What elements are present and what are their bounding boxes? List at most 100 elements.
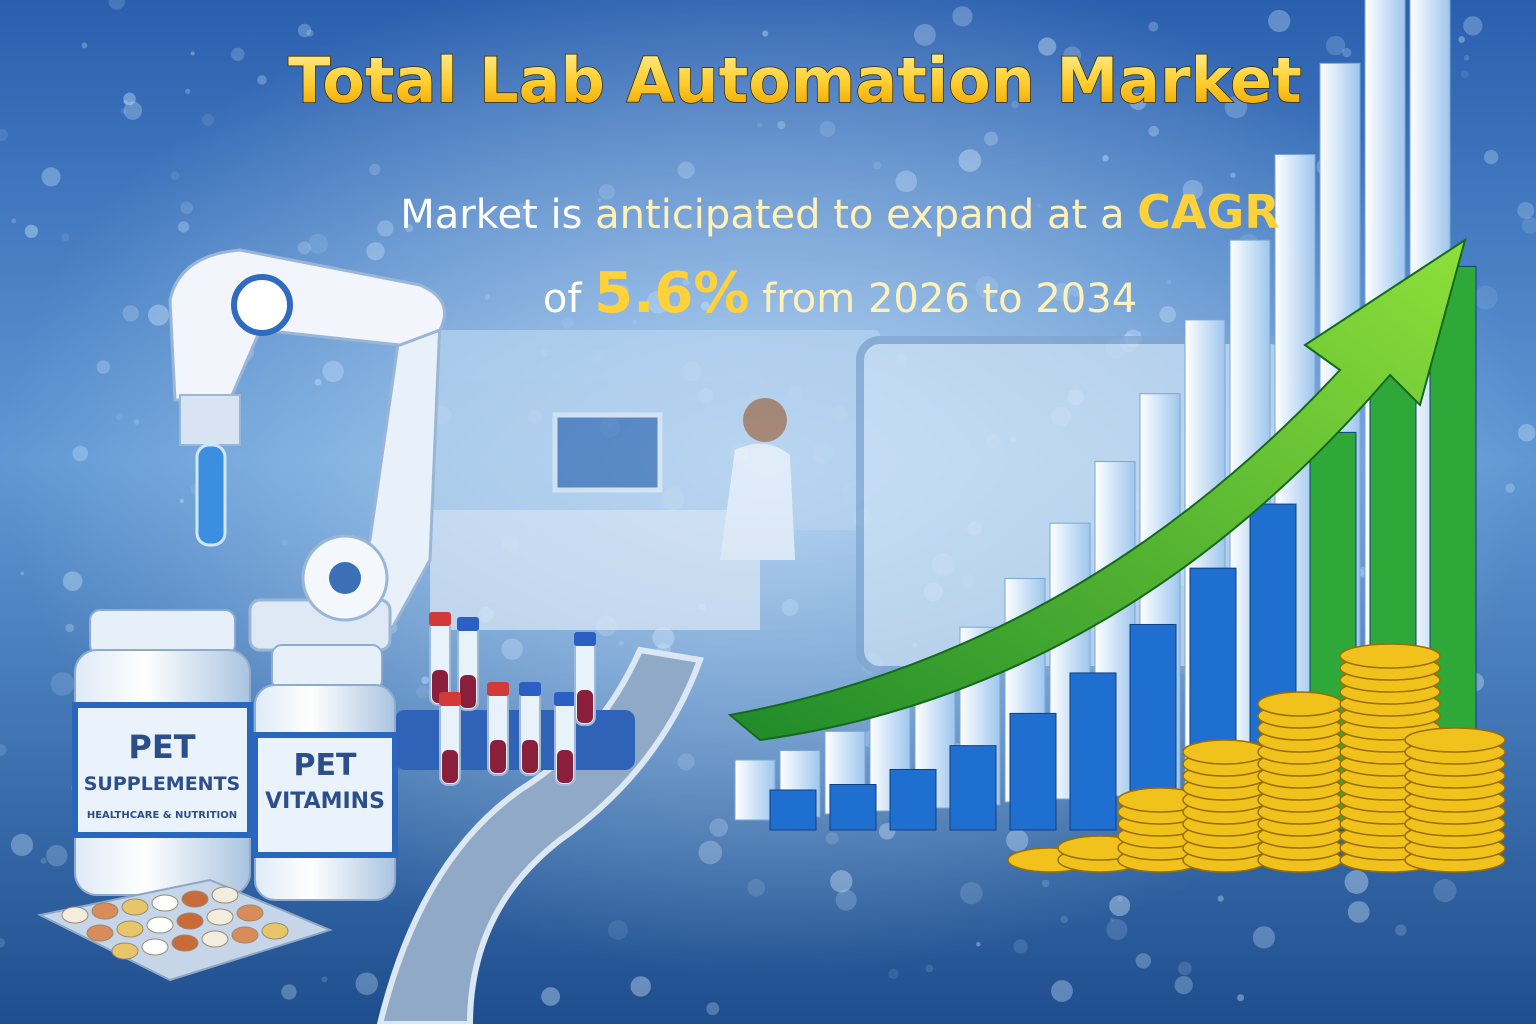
bokeh-dot: [873, 161, 882, 170]
robot-joint: [231, 274, 293, 336]
subtitle-part: of: [543, 276, 582, 322]
bokeh-dot: [1473, 285, 1498, 310]
bokeh-dot: [960, 881, 983, 905]
bokeh-dot: [835, 889, 857, 911]
bokeh-dot: [598, 184, 615, 200]
bokeh-dot: [81, 42, 88, 49]
bokeh-dot: [1458, 36, 1465, 43]
bokeh-dot: [1051, 980, 1073, 1002]
robot-vial: [195, 443, 227, 547]
robot-gripper: [179, 394, 241, 446]
bottle-cap: [271, 644, 383, 691]
bokeh-dot: [1217, 895, 1224, 902]
bokeh-dot: [781, 599, 799, 616]
bokeh-dot: [976, 942, 981, 947]
bar-illustration: [949, 745, 997, 831]
tube-liquid: [460, 675, 476, 708]
bokeh-dot: [322, 360, 344, 383]
bokeh-dot: [1041, 879, 1050, 888]
bokeh-dot: [1252, 926, 1276, 949]
bokeh-dot: [281, 539, 288, 546]
bokeh-dot: [1342, 47, 1352, 58]
tube-cap: [554, 692, 576, 706]
bokeh-dot: [630, 976, 651, 997]
bokeh-dot: [20, 571, 25, 576]
bokeh-dot: [297, 23, 312, 38]
bokeh-dot: [1052, 283, 1072, 302]
bokeh-dot: [608, 920, 628, 940]
bar-illustration: [1009, 712, 1057, 831]
pill: [236, 904, 264, 922]
pill: [181, 890, 209, 908]
bokeh-dot: [1063, 46, 1082, 65]
pill: [211, 886, 239, 904]
tube-rack: [395, 710, 635, 770]
bokeh-dot: [147, 304, 170, 326]
bokeh-dot: [1018, 222, 1029, 232]
pill: [116, 920, 144, 938]
bokeh-dot: [1178, 961, 1192, 976]
bokeh-dot: [179, 498, 184, 504]
bokeh-dot: [123, 99, 129, 105]
pill: [141, 938, 169, 956]
bokeh-dot: [190, 51, 195, 56]
bokeh-dot: [1463, 16, 1483, 36]
bokeh-dot: [308, 233, 329, 254]
bokeh-dot: [120, 107, 127, 114]
bokeh-dot: [1517, 201, 1535, 219]
bokeh-dot: [515, 202, 532, 220]
bokeh-dot: [231, 47, 245, 62]
bokeh-dot: [747, 878, 766, 897]
bottle-label-text: SUPPLEMENTS: [84, 773, 240, 795]
bokeh-dot: [122, 305, 139, 322]
subtitle-highlight: 5.6%: [594, 261, 749, 326]
bottle-brand: PET: [128, 728, 195, 766]
pill: [206, 908, 234, 926]
bokeh-dot: [321, 976, 328, 983]
bokeh-dot: [1344, 870, 1369, 894]
tube-cap: [487, 682, 509, 696]
bokeh-dot: [1036, 203, 1041, 208]
pill: [91, 902, 119, 920]
bokeh-dot: [541, 987, 561, 1006]
pill: [86, 924, 114, 942]
bokeh-dot: [281, 984, 297, 1000]
bokeh-dot: [297, 241, 311, 255]
bokeh-dot: [50, 672, 75, 696]
coin-stacks: [1007, 643, 1506, 873]
tube-liquid: [577, 690, 593, 723]
bottle-label: [72, 702, 253, 838]
coin: [1404, 727, 1506, 753]
bokeh-dot: [632, 319, 638, 325]
subtitle-part: anticipated to expand at a: [595, 192, 1124, 238]
bokeh-dot: [96, 360, 111, 374]
bokeh-dot: [1230, 172, 1236, 178]
robot-joint-center: [329, 562, 361, 594]
bokeh-dot: [1224, 95, 1248, 119]
bokeh-dot: [1433, 879, 1457, 903]
bokeh-dot: [682, 278, 690, 286]
bokeh-dot: [133, 419, 140, 425]
tube-cap: [457, 617, 479, 631]
bokeh-dot: [404, 224, 414, 233]
title: Total Lab Automation Market: [288, 44, 1302, 117]
pill: [146, 916, 174, 934]
bokeh-dot: [257, 75, 267, 85]
bokeh-dot: [888, 968, 899, 979]
bokeh-dot: [421, 676, 429, 685]
bottle-tagline: HEALTHCARE & NUTRITION: [87, 810, 237, 821]
bokeh-dot: [1011, 100, 1019, 109]
pill: [171, 934, 199, 952]
bokeh-dot: [123, 92, 136, 106]
tube-cap: [519, 682, 541, 696]
bokeh-dot: [306, 29, 314, 37]
bokeh-dot: [369, 163, 381, 176]
bokeh-dot: [1182, 179, 1203, 201]
bokeh-dot: [709, 818, 729, 837]
bottle-label: [252, 732, 398, 858]
bokeh-dot: [617, 284, 629, 297]
bokeh-dot: [830, 870, 853, 893]
bokeh-dot: [501, 638, 523, 660]
bottle-brand: PET: [294, 748, 357, 783]
subtitle-line: of 5.6% from 2026 to 2034: [543, 261, 1137, 326]
